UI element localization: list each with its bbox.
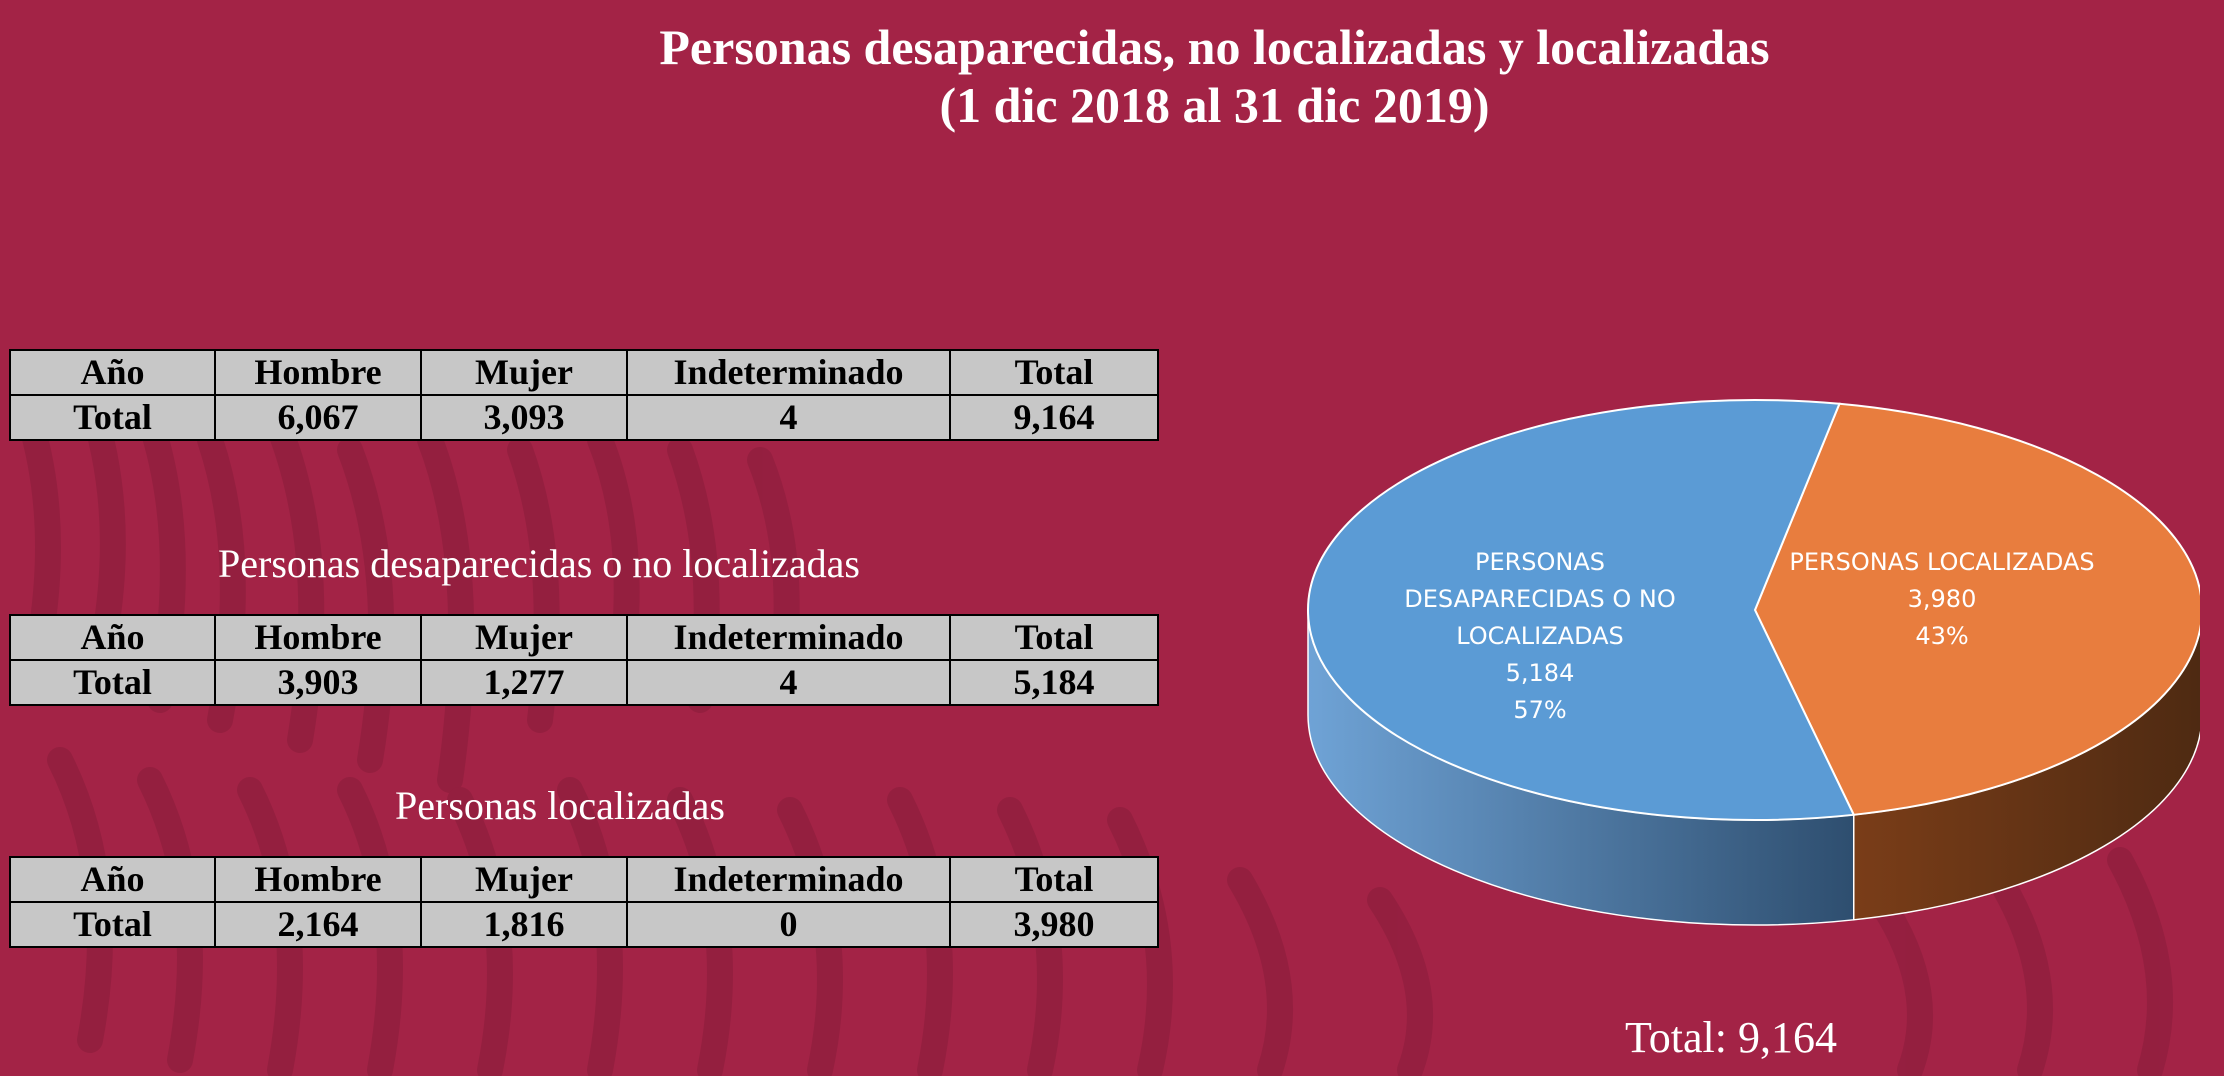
desaparecidas-table: Año Hombre Mujer Indeterminado Total Tot… <box>9 614 1159 706</box>
caption-localizadas: Personas localizadas <box>395 783 725 828</box>
slice-value-label: 5,184 <box>1505 659 1575 687</box>
header-cell: Mujer <box>420 614 628 661</box>
cell: 1,277 <box>420 659 628 706</box>
header-cell: Hombre <box>214 349 422 396</box>
slice-label-line: DESAPARECIDAS O NO <box>1404 585 1676 613</box>
cell: 9,164 <box>949 394 1159 441</box>
cell: 4 <box>626 394 951 441</box>
localizadas-table: Año Hombre Mujer Indeterminado Total Tot… <box>9 856 1159 948</box>
header-cell: Hombre <box>214 856 422 903</box>
slice-percent-label: 57% <box>1513 696 1567 724</box>
cell: Total <box>9 901 216 948</box>
cell: 3,980 <box>949 901 1159 948</box>
header-cell: Total <box>949 349 1159 396</box>
cell: 4 <box>626 659 951 706</box>
header-cell: Hombre <box>214 614 422 661</box>
title-line-1: Personas desaparecidas, no localizadas y… <box>659 19 1770 75</box>
table-header-row: Año Hombre Mujer Indeterminado Total <box>9 349 1159 396</box>
slice-label-line: PERSONAS LOCALIZADAS <box>1789 548 2095 576</box>
cell: 1,816 <box>420 901 628 948</box>
table-row: Total 3,903 1,277 4 5,184 <box>9 659 1159 706</box>
pie-slice <box>1753 402 2200 816</box>
header-cell: Año <box>9 614 216 661</box>
header-cell: Año <box>9 856 216 903</box>
cell: 2,164 <box>214 901 422 948</box>
cell: 0 <box>626 901 951 948</box>
slice-label-line: PERSONAS <box>1474 548 1606 576</box>
cell: 5,184 <box>949 659 1159 706</box>
cell: 6,067 <box>214 394 422 441</box>
slice-label-line: LOCALIZADAS <box>1456 622 1624 650</box>
page-title: Personas desaparecidas, no localizadas y… <box>0 18 2224 134</box>
header-cell: Mujer <box>420 349 628 396</box>
slice-label-localizadas: PERSONAS LOCALIZADAS 3,980 43% <box>1742 544 2142 655</box>
header-cell: Total <box>949 614 1159 661</box>
title-line-2: (1 dic 2018 al 31 dic 2019) <box>939 77 1490 133</box>
table-row: Total 6,067 3,093 4 9,164 <box>9 394 1159 441</box>
slice-value-label: 3,980 <box>1907 585 1977 613</box>
header-cell: Año <box>9 349 216 396</box>
cell: 3,903 <box>214 659 422 706</box>
pie-slice <box>1307 399 1856 821</box>
slice-label-desaparecidas: PERSONAS DESAPARECIDAS O NO LOCALIZADAS … <box>1360 544 1720 729</box>
cell: Total <box>9 659 216 706</box>
table-header-row: Año Hombre Mujer Indeterminado Total <box>9 614 1159 661</box>
table-header-row: Año Hombre Mujer Indeterminado Total <box>9 856 1159 903</box>
table-row: Total 2,164 1,816 0 3,980 <box>9 901 1159 948</box>
header-cell: Total <box>949 856 1159 903</box>
slice-percent-label: 43% <box>1915 622 1969 650</box>
caption-desaparecidas: Personas desaparecidas o no localizadas <box>218 541 860 586</box>
header-cell: Mujer <box>420 856 628 903</box>
header-cell: Indeterminado <box>626 856 951 903</box>
cell: Total <box>9 394 216 441</box>
pie-chart <box>1307 399 2200 926</box>
header-cell: Indeterminado <box>626 349 951 396</box>
summary-table: Año Hombre Mujer Indeterminado Total Tot… <box>9 349 1159 441</box>
header-cell: Indeterminado <box>626 614 951 661</box>
cell: 3,093 <box>420 394 628 441</box>
chart-total-label: Total: 9,164 <box>1625 1013 1838 1062</box>
